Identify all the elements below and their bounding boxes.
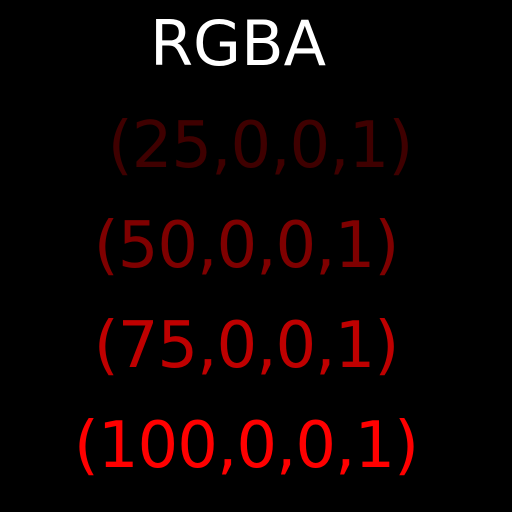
rgba-line-75: (75,0,0,1) [93, 309, 400, 383]
rgba-line-50: (50,0,0,1) [93, 209, 400, 283]
rgba-line-100: (100,0,0,1) [73, 409, 419, 483]
page-title: RGBA [149, 7, 327, 80]
rgba-line-25: (25,0,0,1) [107, 109, 414, 183]
